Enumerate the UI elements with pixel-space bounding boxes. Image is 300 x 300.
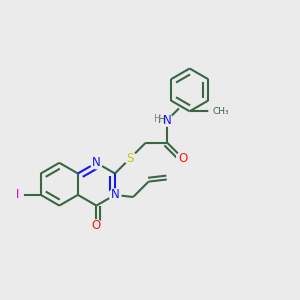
Text: N: N [111, 188, 119, 201]
Circle shape [209, 104, 224, 119]
Text: S: S [127, 152, 134, 165]
Text: H: H [158, 115, 166, 125]
Circle shape [11, 189, 23, 201]
Circle shape [161, 114, 173, 126]
Circle shape [177, 152, 188, 164]
Text: O: O [178, 152, 187, 165]
Circle shape [156, 114, 168, 126]
Text: N: N [92, 156, 101, 169]
Text: H: H [154, 114, 161, 124]
Circle shape [91, 220, 102, 232]
Text: O: O [92, 219, 101, 232]
Circle shape [124, 152, 136, 164]
Text: CH₃: CH₃ [212, 107, 229, 116]
Circle shape [91, 157, 102, 169]
Circle shape [109, 189, 121, 201]
Circle shape [153, 114, 162, 123]
Text: N: N [163, 114, 172, 127]
Text: I: I [16, 188, 19, 201]
